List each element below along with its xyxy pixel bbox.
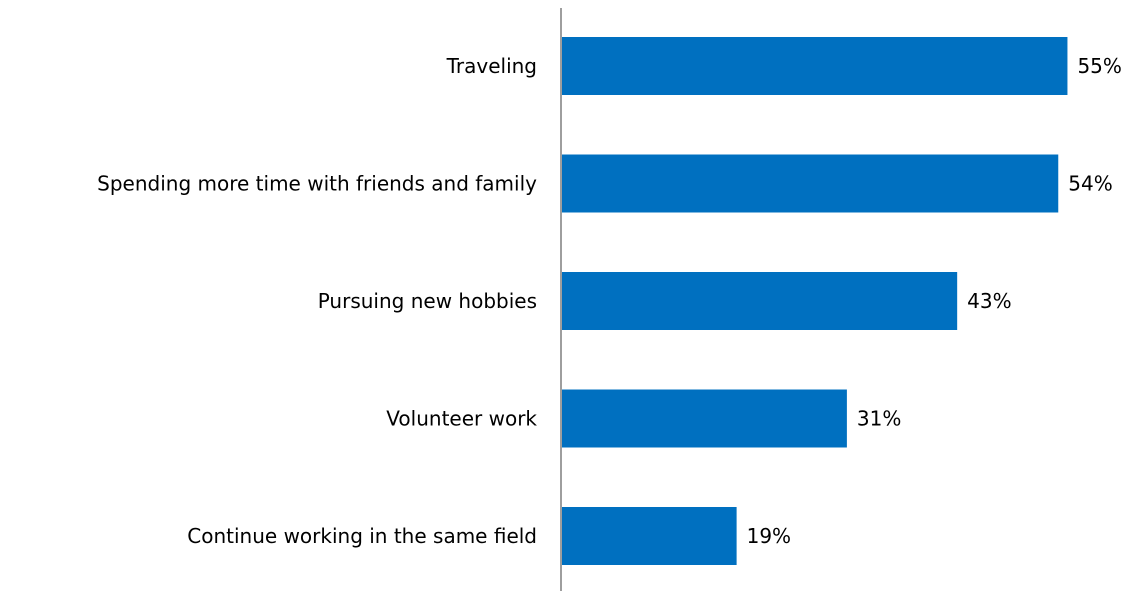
category-labels-group: Traveling Spending more time with friends… xyxy=(97,54,537,548)
category-label-3: Pursuing new hobbies xyxy=(318,289,537,313)
category-label-1: Traveling xyxy=(446,54,537,78)
value-label-4: 31% xyxy=(857,407,901,431)
value-labels-group: 55% 54% 43% 31% 19% xyxy=(747,54,1122,548)
category-label-5: Continue working in the same field xyxy=(187,524,537,548)
category-label-4: Volunteer work xyxy=(386,407,537,431)
bar-2 xyxy=(562,154,1059,213)
bars-group xyxy=(562,37,1068,565)
bar-5 xyxy=(562,507,737,565)
bar-1 xyxy=(562,37,1068,95)
value-label-2: 54% xyxy=(1068,172,1112,196)
category-label-2: Spending more time with friends and fami… xyxy=(97,172,537,196)
value-label-1: 55% xyxy=(1077,54,1121,78)
bar-4 xyxy=(562,389,847,448)
value-label-3: 43% xyxy=(967,289,1011,313)
bar-3 xyxy=(562,272,958,330)
value-label-5: 19% xyxy=(747,524,791,548)
